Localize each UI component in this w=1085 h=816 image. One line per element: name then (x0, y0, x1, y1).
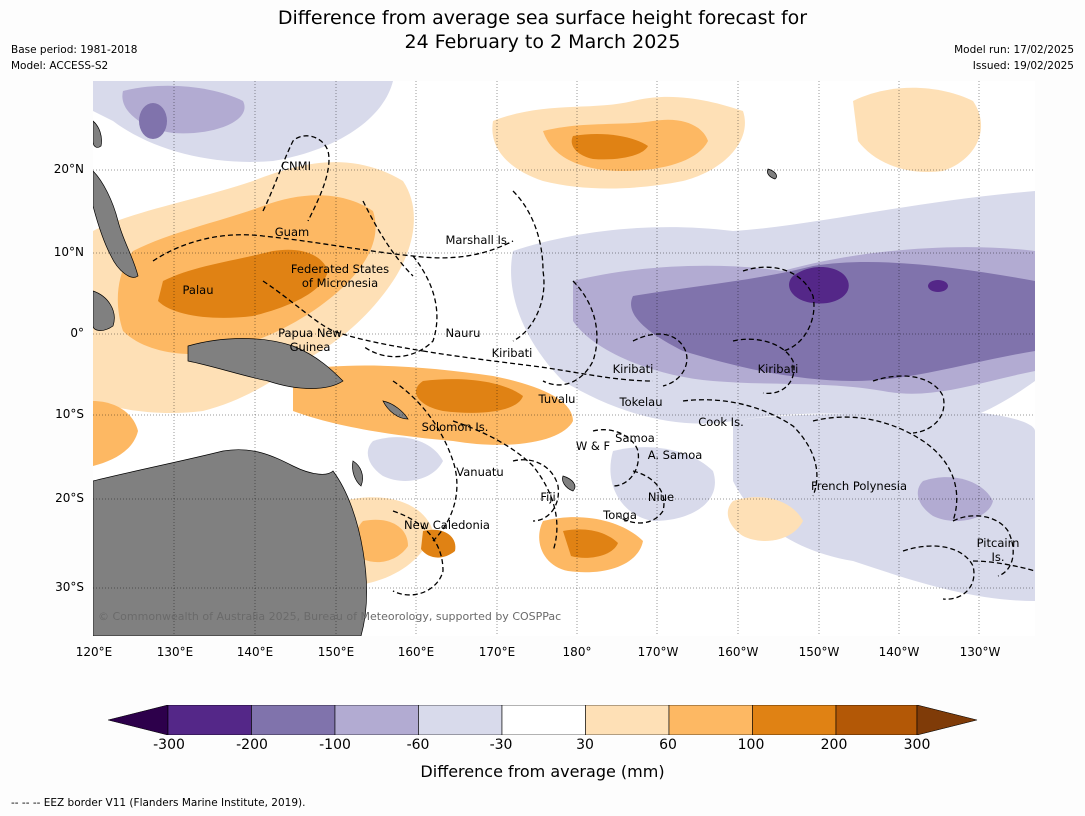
colorbar-segment-2 (251, 705, 336, 735)
lon-label-180: 180° (562, 645, 592, 659)
lat-label-20n: 20°N (53, 162, 84, 176)
label-niue: Niue (647, 490, 675, 504)
colorbar-tick-1: -200 (236, 737, 268, 753)
colorbar-tick-3: -60 (406, 737, 430, 753)
new-guinea (187, 338, 344, 389)
hawaii (767, 168, 777, 180)
solomon-islands (382, 400, 409, 420)
lon-label-160w: 160°W (717, 645, 759, 659)
map-title: Difference from average sea surface heig… (0, 6, 1085, 54)
lon-label-140w: 140°W (878, 645, 920, 659)
colorbar-label: Difference from average (mm) (420, 762, 665, 781)
colorbar-tick-6: 60 (659, 737, 677, 753)
colorbar-tick-0: -300 (153, 737, 185, 753)
label-tokelau: Tokelau (619, 395, 663, 409)
lon-label-150e: 150°E (317, 645, 355, 659)
taiwan (93, 120, 102, 148)
lat-label-30s: 30°S (55, 580, 84, 594)
lat-label-10n: 10°N (53, 245, 84, 259)
label-micronesia: Federated States of Micronesia (290, 262, 390, 290)
lon-label-130w: 130°W (959, 645, 1001, 659)
issued-date: Issued: 19/02/2025 (972, 60, 1074, 72)
colorbar-above-triangle (916, 705, 978, 735)
title-line-2: 24 February to 2 March 2025 (404, 31, 681, 53)
colorbar-segment-1 (167, 705, 252, 735)
label-marshall-islands: Marshall Is. (445, 233, 511, 247)
eez-borders (152, 135, 1035, 600)
label-papua-new-guinea: Papua New Guinea (278, 326, 342, 354)
label-guam: Guam (274, 225, 310, 239)
label-solomon-islands: Solomon Is. (421, 420, 489, 434)
label-french-polynesia: French Polynesia (810, 479, 908, 493)
lon-label-160e: 160°E (397, 645, 435, 659)
colorbar-segment-3 (334, 705, 419, 735)
colorbar-tick-7: 100 (737, 737, 765, 753)
colorbar-segment-5 (501, 705, 586, 735)
lon-label-120e: 120°E (75, 645, 113, 659)
anomaly-map (93, 81, 1035, 636)
label-fiji: Fiji (540, 490, 556, 504)
label-samoa: Samoa (615, 431, 655, 445)
colorbar-segment-7 (668, 705, 753, 735)
base-period: Base period: 1981-2018 (11, 44, 138, 56)
gridlines (93, 81, 1035, 636)
eez-legend: -- -- -- EEZ border V11 (Flanders Marine… (11, 797, 306, 809)
borneo (93, 290, 115, 331)
lat-label-20s: 20°S (55, 491, 84, 505)
colorbar-tick-9: 300 (903, 737, 931, 753)
label-kiribati-west: Kiribati (491, 346, 533, 360)
lon-label-170w: 170°W (637, 645, 679, 659)
colorbar-segment-8 (752, 705, 837, 735)
land-masses (93, 120, 777, 636)
lon-label-130e: 130°E (156, 645, 194, 659)
label-vanuatu: Vanuatu (456, 465, 504, 479)
colorbar-tick-2: -100 (319, 737, 351, 753)
lon-label-170e: 170°E (478, 645, 516, 659)
label-wallis-futuna: W & F (575, 439, 611, 453)
label-new-caledonia: New Caledonia (404, 518, 490, 532)
label-cnmi: CNMI (281, 159, 311, 173)
label-kiribati-east: Kiribati (757, 362, 799, 376)
model-run: Model run: 17/02/2025 (954, 44, 1074, 56)
colorbar-segment-6 (585, 705, 670, 735)
label-american-samoa: A. Samoa (647, 448, 703, 462)
colorbar (108, 705, 978, 735)
lat-label-10s: 10°S (55, 407, 84, 421)
model-name: Model: ACCESS-S2 (11, 60, 109, 72)
new-zealand (352, 460, 363, 487)
title-line-1: Difference from average sea surface heig… (277, 7, 808, 29)
label-kiribati-central: Kiribati (612, 362, 654, 376)
meta-left: Base period: 1981-2018 Model: ACCESS-S2 (11, 42, 137, 74)
colorbar-tick-5: 30 (576, 737, 594, 753)
label-tuvalu: Tuvalu (538, 392, 576, 406)
meta-right: Model run: 17/02/2025 Issued: 19/02/2025 (954, 42, 1074, 74)
label-cook-islands: Cook Is. (698, 415, 744, 429)
label-pitcairn-islands: Pitcairn Is. (976, 536, 1020, 564)
lon-label-150w: 150°W (798, 645, 840, 659)
copyright-notice: © Commonwealth of Australia 2025, Bureau… (98, 610, 562, 623)
label-nauru: Nauru (445, 326, 481, 340)
australia (93, 449, 367, 636)
colorbar-tick-4: -30 (489, 737, 513, 753)
label-palau: Palau (182, 283, 214, 297)
colorbar-segment-9 (835, 705, 918, 735)
label-tonga: Tonga (603, 508, 637, 522)
lat-label-0: 0° (70, 326, 84, 340)
new-caledonia (562, 475, 576, 492)
colorbar-tick-8: 200 (820, 737, 848, 753)
lon-label-140e: 140°E (236, 645, 274, 659)
colorbar-below-triangle (108, 705, 169, 735)
negative-anomaly-field (93, 81, 1035, 601)
colorbar-segment-4 (418, 705, 503, 735)
philippines (93, 170, 139, 278)
map-panel[interactable] (93, 81, 1035, 636)
